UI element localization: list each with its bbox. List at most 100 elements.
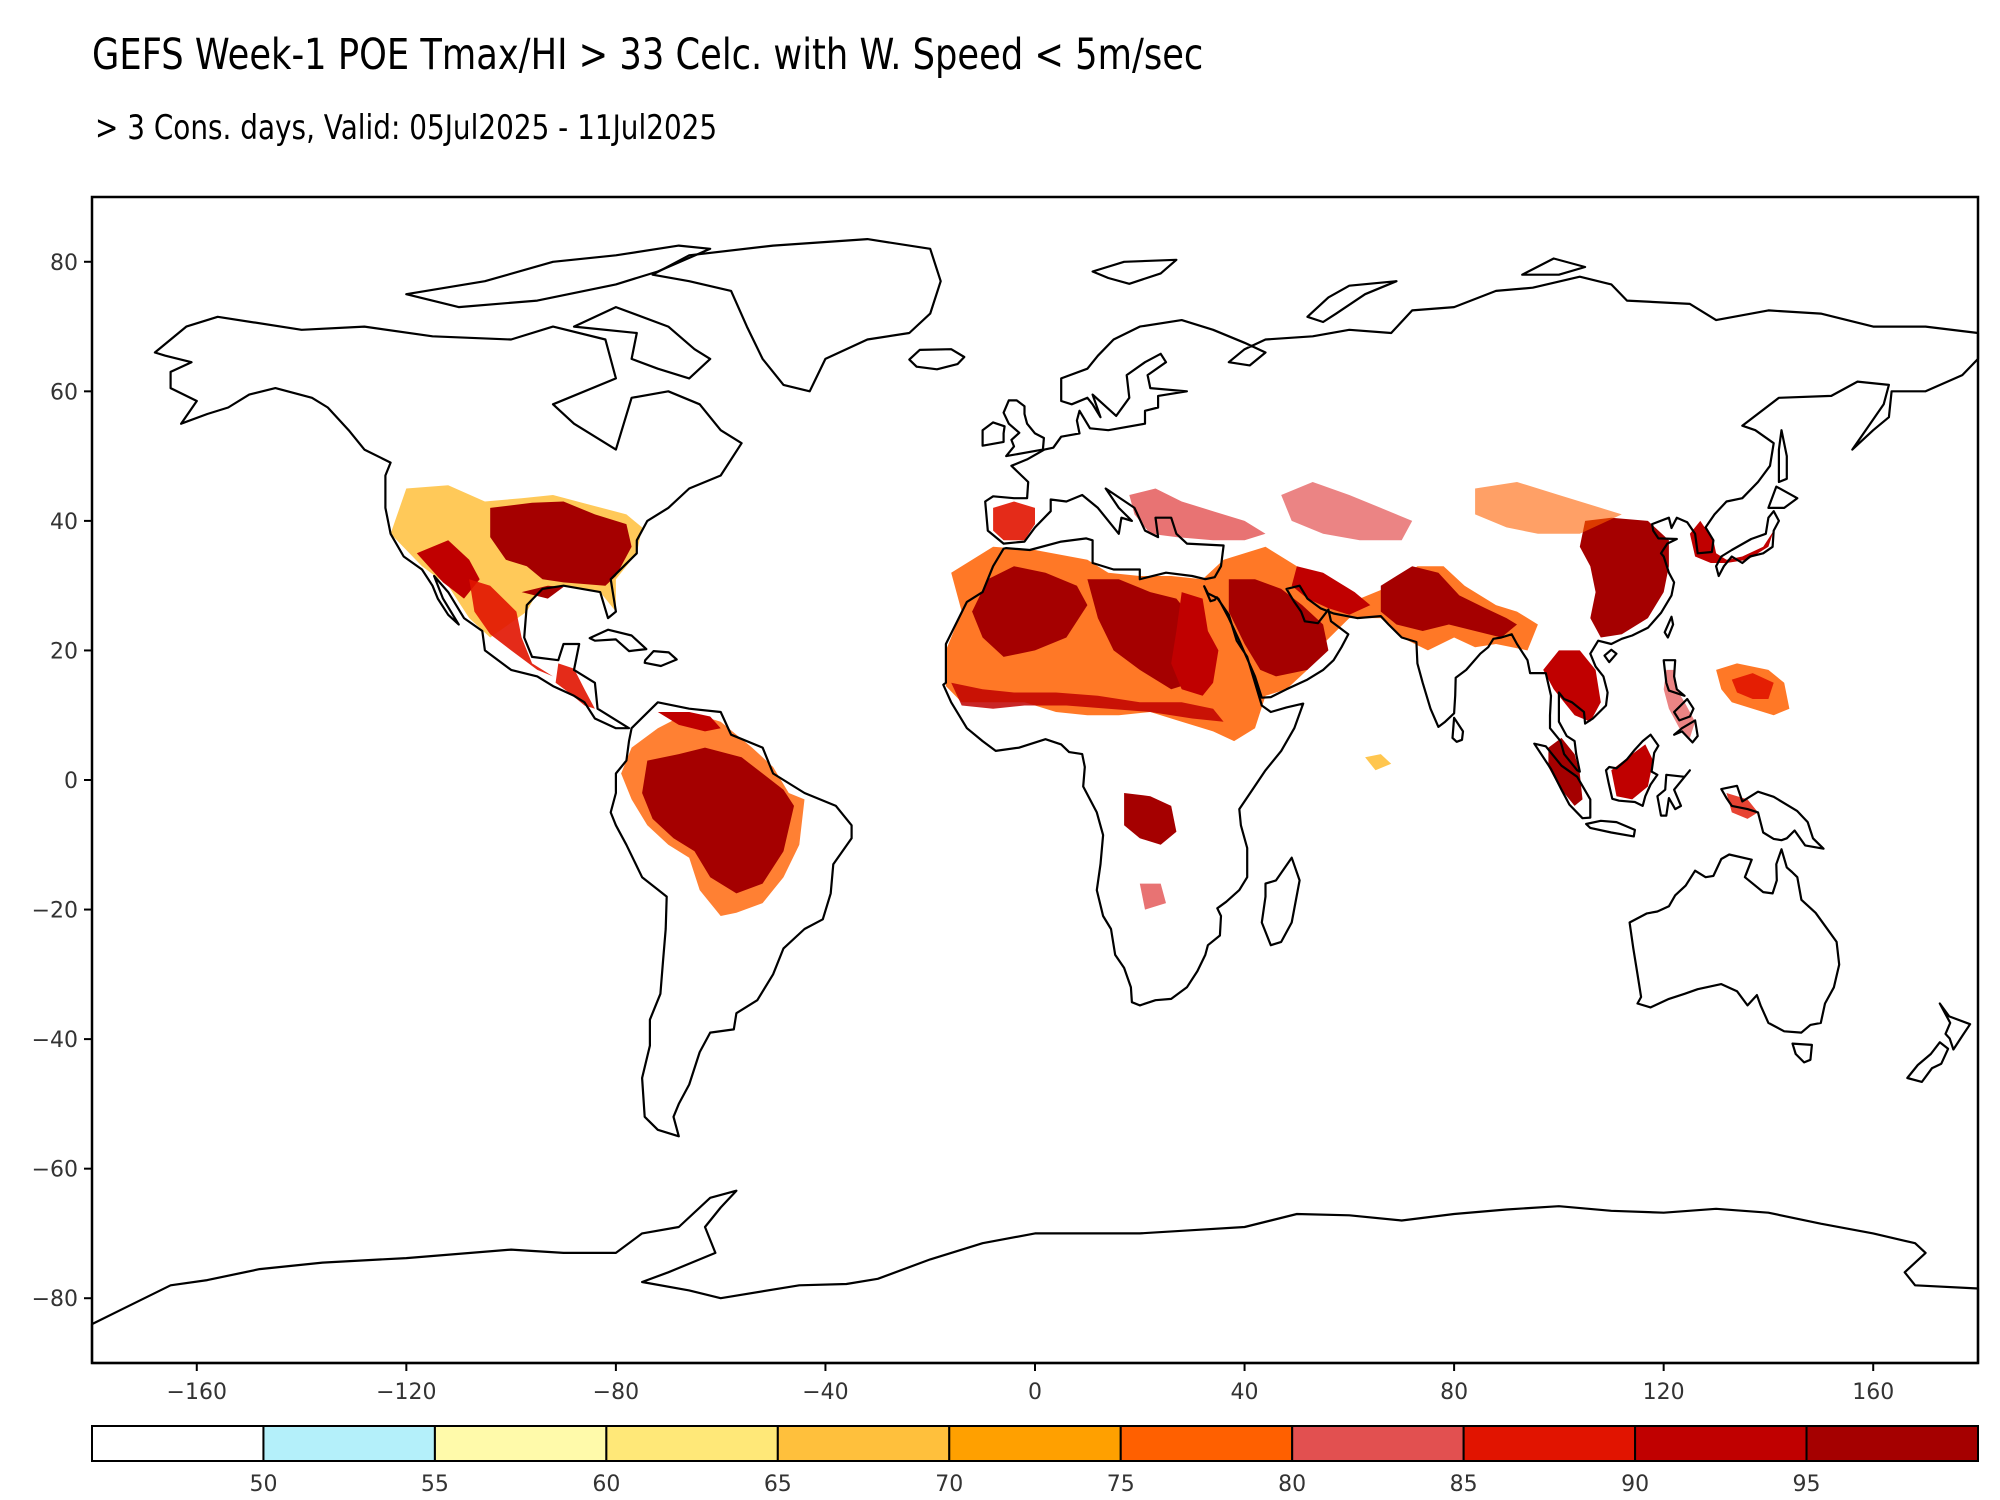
- coastline-arctic-islands: [405, 244, 712, 309]
- coastline-eurasia: [942, 275, 1980, 1007]
- colorbar-label: 95: [1793, 1472, 1821, 1497]
- shading-iran-core: [1291, 566, 1371, 615]
- coastline-mindanao: [1673, 719, 1699, 744]
- coastline-north-america: [153, 315, 743, 730]
- coastline-ireland: [981, 421, 1006, 447]
- colorbar-bin: [1462, 1425, 1637, 1462]
- coastline-java: [1585, 819, 1636, 838]
- x-tick-label: 80: [1440, 1380, 1468, 1405]
- coastline-australia: [1628, 848, 1841, 1034]
- colorbar-bin: [91, 1425, 265, 1462]
- shading-western-pacific-core: [1731, 673, 1774, 699]
- shading-us-southwest: [416, 540, 480, 599]
- colorbar-bin: [1805, 1425, 1979, 1462]
- shading-central-africa: [1124, 793, 1177, 845]
- x-tick-label: 160: [1852, 1380, 1894, 1405]
- y-tick-label: −40: [32, 1028, 78, 1053]
- shading-pakistan-india-core: [1380, 566, 1517, 638]
- coastline-borneo: [1604, 733, 1660, 807]
- y-tick-label: 20: [50, 639, 78, 664]
- y-tick-label: 0: [64, 769, 78, 794]
- map-title: GEFS Week-1 POE Tmax/HI > 33 Celc. with …: [92, 30, 1204, 80]
- x-tick-label: 0: [1028, 1380, 1042, 1405]
- coastline-madagascar: [1260, 856, 1301, 947]
- x-tick-label: 120: [1643, 1380, 1685, 1405]
- colorbar-label: 65: [764, 1472, 792, 1497]
- coastline-sulawesi: [1656, 769, 1691, 817]
- shading-arabian-sea-patch: [1365, 754, 1392, 771]
- colorbar-label: 60: [592, 1472, 620, 1497]
- shading-borneo-fill: [1611, 744, 1654, 800]
- shading-mongolia-north-china: [1475, 482, 1622, 534]
- colorbar-bin: [776, 1425, 951, 1462]
- coastline-sri-lanka: [1451, 716, 1465, 743]
- shading-caspian-central-asia: [1281, 482, 1413, 541]
- colorbar-label: 50: [249, 1472, 277, 1497]
- colorbar-bin: [262, 1425, 436, 1462]
- coastline-hokkaido: [1767, 485, 1799, 509]
- x-tick-label: −80: [593, 1380, 639, 1405]
- colorbar-bin: [1291, 1425, 1465, 1462]
- shading-gulf-coast: [521, 585, 564, 599]
- shading-southern-africa-patch: [1139, 883, 1166, 910]
- coastline-japan-honshu: [1715, 510, 1780, 578]
- shading-balkans-turkey: [1129, 488, 1266, 541]
- shading-indochina: [1543, 650, 1601, 722]
- coastline-sumatra: [1533, 742, 1592, 820]
- colorbar: 50 55 60 65 70 75 80 85 90 95: [91, 1425, 1979, 1497]
- coastline-great-britain: [1002, 399, 1045, 458]
- shading-egypt-sudan: [1171, 592, 1219, 696]
- colorbar-bin: [1634, 1425, 1808, 1462]
- colorbar-bin: [605, 1425, 779, 1462]
- map-subtitle: > 3 Cons. days, Valid: 05Jul2025 - 11Jul…: [95, 108, 718, 148]
- map-frame: [90, 195, 1980, 1365]
- y-tick-label: 40: [50, 510, 78, 535]
- x-axis-ticks: −160 −120 −80 −40 0 40 80 120 160: [167, 1363, 1894, 1405]
- coastline-hispaniola: [643, 650, 678, 668]
- colorbar-label: 75: [1107, 1472, 1135, 1497]
- coastline-svalbard: [1091, 258, 1178, 285]
- colorbar-bin: [948, 1425, 1122, 1462]
- coastline-sakhalin: [1777, 429, 1788, 484]
- coastline-antarctica: [90, 1189, 1980, 1365]
- coastline-luzon: [1662, 659, 1686, 697]
- coastlines-layer: [90, 238, 1980, 1365]
- colorbar-label: 85: [1450, 1472, 1478, 1497]
- colorbar-label: 80: [1278, 1472, 1306, 1497]
- coastline-tasmania: [1791, 1042, 1813, 1064]
- coastline-hainan: [1603, 648, 1618, 664]
- coastline-new-zealand-north: [1938, 1002, 1972, 1051]
- coastline-cuba: [588, 628, 648, 653]
- colorbar-label: 70: [935, 1472, 963, 1497]
- coastline-severnaya-zemlya: [1521, 257, 1587, 276]
- colorbar-label: 90: [1621, 1472, 1649, 1497]
- probability-shading-layer: [390, 482, 1790, 916]
- shading-sahara-west-core: [972, 566, 1088, 657]
- shading-spain: [993, 501, 1035, 541]
- colorbar-label: 55: [421, 1472, 449, 1497]
- coastline-taiwan: [1663, 615, 1675, 639]
- shading-philippines-fill: [1663, 669, 1696, 738]
- colorbar-bin: [433, 1425, 608, 1462]
- coastline-visayas: [1673, 697, 1695, 722]
- y-tick-label: −80: [32, 1287, 78, 1312]
- colorbar-bin: [1119, 1425, 1294, 1462]
- x-tick-label: 40: [1231, 1380, 1259, 1405]
- coastline-novaya-zemlya: [1306, 280, 1398, 324]
- coastline-new-guinea: [1720, 784, 1825, 850]
- x-tick-label: −120: [376, 1380, 436, 1405]
- y-tick-label: 60: [50, 380, 78, 405]
- y-tick-label: −60: [32, 1158, 78, 1183]
- shading-mexico: [469, 579, 553, 677]
- x-tick-label: −40: [802, 1380, 848, 1405]
- x-tick-label: −160: [167, 1380, 227, 1405]
- coastline-baffin-island: [572, 306, 712, 380]
- y-tick-label: −20: [32, 899, 78, 924]
- coastline-greenland: [651, 238, 942, 393]
- shading-new-guinea-patch: [1726, 793, 1758, 819]
- coastline-new-zealand-south: [1906, 1041, 1950, 1083]
- shading-malaysia-sumatra: [1548, 737, 1583, 806]
- coastline-south-america: [609, 701, 853, 1138]
- shading-sahel-band: [951, 682, 1224, 722]
